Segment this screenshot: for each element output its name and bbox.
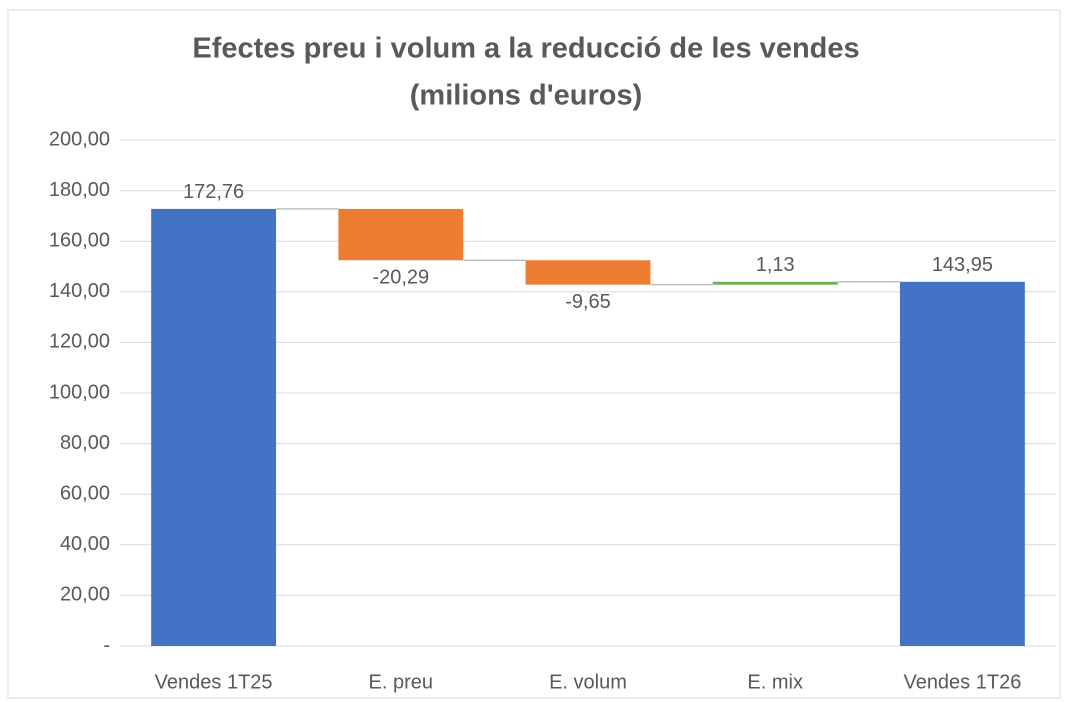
data-label: 1,13 (756, 254, 795, 276)
y-tick-label: 140,00 (49, 280, 110, 302)
y-tick-label: 180,00 (49, 179, 110, 201)
y-tick-label: 80,00 (60, 432, 110, 454)
bar (899, 281, 1025, 646)
x-tick-label: E. mix (747, 671, 803, 693)
chart-title: (milions d'euros) (410, 80, 642, 112)
y-tick-label: 60,00 (60, 482, 110, 504)
y-tick-label: 40,00 (60, 533, 110, 555)
x-tick-label: E. preu (369, 671, 433, 693)
y-tick-label: 200,00 (49, 128, 110, 150)
bar (525, 260, 651, 285)
data-label: 172,76 (183, 181, 244, 203)
data-label: -20,29 (372, 267, 429, 289)
y-tick-label: 20,00 (60, 584, 110, 606)
chart-title: Efectes preu i volum a la reducció de le… (192, 33, 859, 65)
y-tick-label: 120,00 (49, 331, 110, 353)
bar (151, 208, 277, 646)
bar (712, 281, 838, 285)
y-tick-label: 100,00 (49, 381, 110, 403)
data-label: -9,65 (565, 291, 611, 313)
x-tick-label: Vendes 1T25 (155, 671, 273, 693)
y-tick-label: - (103, 634, 110, 656)
x-tick-label: E. volum (549, 671, 627, 693)
data-label: 143,95 (932, 254, 993, 276)
bar (338, 208, 464, 261)
x-tick-label: Vendes 1T26 (903, 671, 1021, 693)
y-tick-label: 160,00 (49, 229, 110, 251)
